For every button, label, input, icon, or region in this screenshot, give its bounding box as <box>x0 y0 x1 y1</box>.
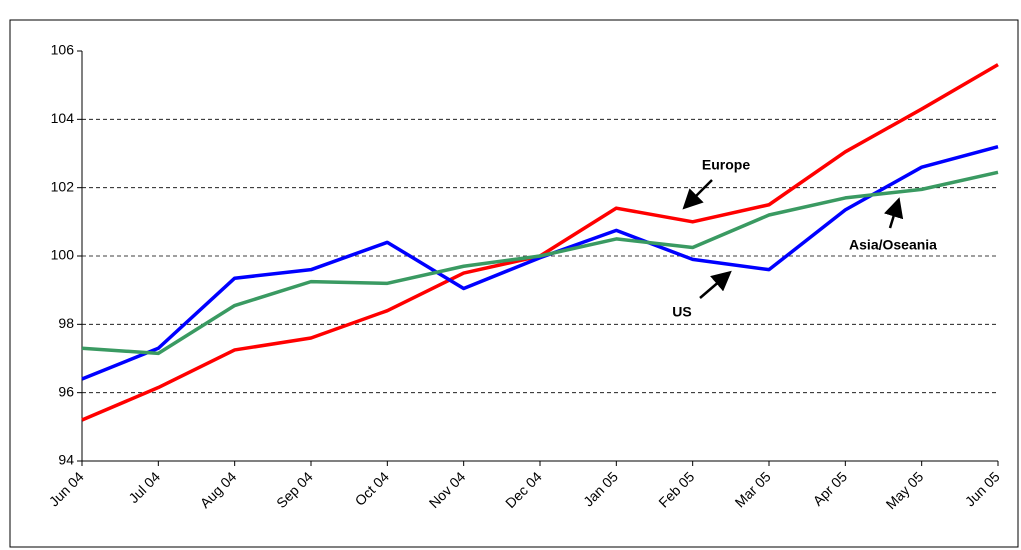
annotation: US <box>672 304 691 320</box>
y-tick-label: 104 <box>51 110 75 126</box>
chart-border <box>9 19 1019 548</box>
y-tick-label: 106 <box>51 42 75 58</box>
y-tick-label: 102 <box>51 178 75 194</box>
annotation-arrow <box>884 197 904 229</box>
y-tick-label: 100 <box>51 247 75 263</box>
annotation: Asia/Oseania <box>849 237 937 253</box>
annotation-arrow <box>699 270 732 299</box>
y-tick-label: 98 <box>58 315 74 331</box>
y-tick-label: 96 <box>58 383 74 399</box>
series-line <box>81 170 999 356</box>
annotation-arrow <box>682 179 713 210</box>
annotation: Europe <box>702 157 750 173</box>
y-tick-label: 94 <box>58 452 74 468</box>
